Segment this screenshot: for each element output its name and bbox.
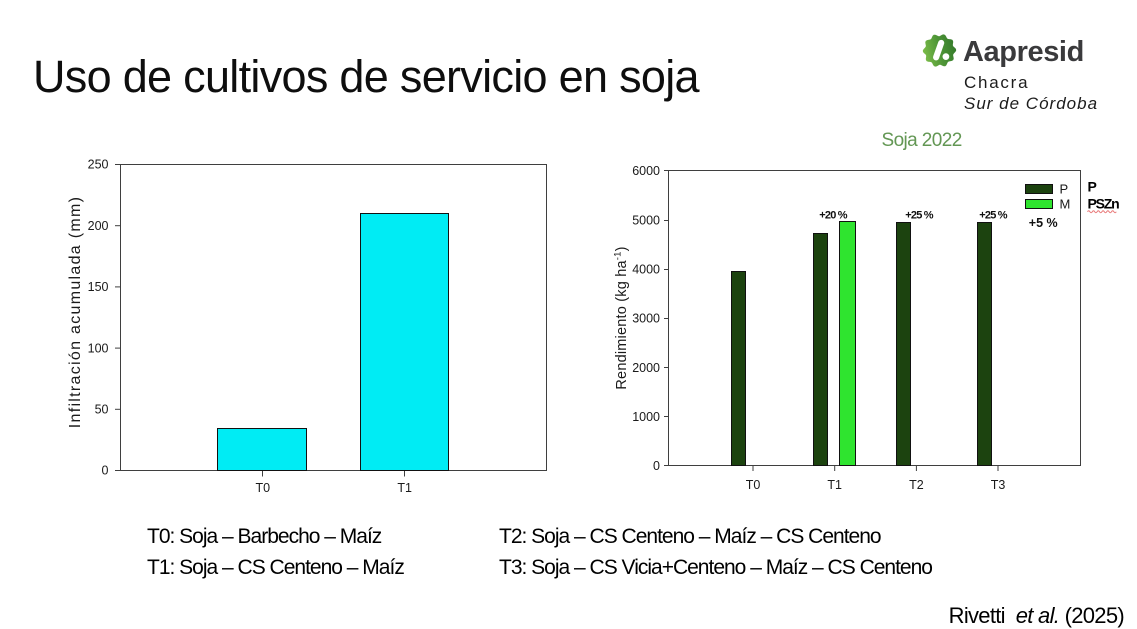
svg-text:P: P [1088,179,1097,195]
svg-text:50: 50 [95,403,109,417]
svg-text:M: M [1060,196,1071,211]
svg-text:T0: T0 [746,478,761,492]
svg-text:5000: 5000 [632,213,660,227]
svg-text:+25 %: +25 % [905,210,934,222]
svg-text:T3: T3 [991,478,1006,492]
svg-text:PSZn: PSZn [1088,196,1120,212]
svg-text:2000: 2000 [632,361,660,375]
svg-text:250: 250 [88,158,109,172]
svg-text:Infiltración acumulada (mm): Infiltración acumulada (mm) [67,196,84,429]
svg-text:+25 %: +25 % [979,210,1008,222]
svg-text:200: 200 [88,219,109,233]
svg-text:100: 100 [88,341,109,355]
svg-text:0: 0 [102,464,109,478]
svg-text:T0: T0 [256,481,271,495]
svg-text:T2: T2 [909,478,924,492]
svg-text:0: 0 [653,459,660,473]
svg-text:T1: T1 [827,478,842,492]
svg-text:6000: 6000 [632,164,660,178]
svg-text:+20 %: +20 % [819,210,848,222]
svg-text:+5 %: +5 % [1029,216,1058,230]
svg-text:Rendimiento (kg ha-1): Rendimiento (kg ha-1) [613,246,631,389]
svg-text:150: 150 [88,280,109,294]
svg-text:3000: 3000 [632,312,660,326]
svg-text:P: P [1060,182,1069,197]
svg-text:1000: 1000 [632,410,660,424]
svg-text:T1: T1 [397,481,412,495]
svg-text:4000: 4000 [632,263,660,277]
svg-text:Soja 2022: Soja 2022 [882,130,962,151]
